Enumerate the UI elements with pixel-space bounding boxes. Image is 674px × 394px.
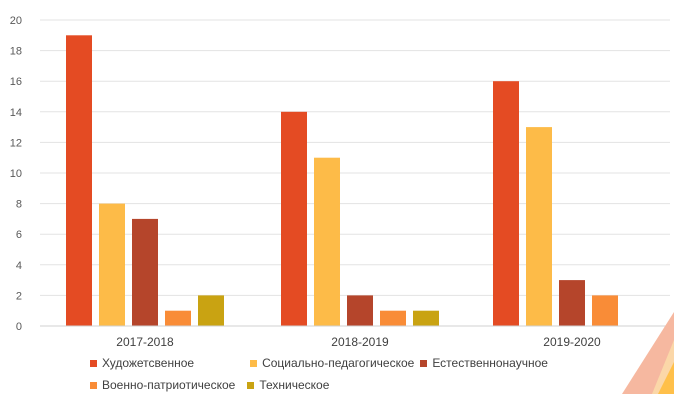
bar-2017-2018-series-2 <box>132 218 158 326</box>
y-tick-label: 18 <box>10 46 22 58</box>
legend-swatch <box>420 359 428 367</box>
bar-2017-2018-series-1 <box>99 203 125 326</box>
bars <box>66 35 618 327</box>
bar-2018-2019-series-1 <box>314 157 340 326</box>
bar-2017-2018-series-3 <box>165 310 191 326</box>
y-tick-label: 20 <box>10 15 22 27</box>
legend-swatch <box>247 381 255 389</box>
legend-item-estestvennonauchnoe: Естественнонаучное <box>420 356 548 370</box>
bar-2019-2020-series-2 <box>559 280 585 326</box>
legend-label: Военно-патриотическое <box>102 378 236 392</box>
x-category-label: 2019-2020 <box>543 335 601 349</box>
legend-item-socialno-pedagogicheskoe: Социально-педагогическое <box>250 356 414 370</box>
legend-label: Техническое <box>259 378 330 392</box>
legend-row-1: Художетсвенное Социально-педагогическое … <box>90 356 552 370</box>
legend-label: Художетсвенное <box>102 356 195 370</box>
legend-label: Социально-педагогическое <box>262 356 415 370</box>
x-category-label: 2018-2019 <box>331 335 389 349</box>
x-axis-labels: 2017-2018 2018-2019 2019-2020 <box>116 335 601 349</box>
legend-item-khudozhestvennoe: Художетсвенное <box>90 356 194 370</box>
legend-swatch <box>250 359 258 367</box>
y-tick-label: 8 <box>16 199 22 211</box>
y-tick-label: 14 <box>10 107 22 119</box>
bar-2018-2019-series-0 <box>281 111 307 326</box>
y-tick-label: 12 <box>10 137 22 149</box>
corner-decoration <box>622 312 674 394</box>
y-tick-label: 2 <box>16 290 22 302</box>
bar-2017-2018-series-0 <box>66 35 92 327</box>
legend-row-2: Военно-патриотическое Техническое <box>90 378 333 392</box>
x-category-label: 2017-2018 <box>116 335 174 349</box>
legend-swatch <box>90 381 97 389</box>
legend-item-voenno-patrioticheskoe: Военно-патриотическое <box>90 378 235 392</box>
y-tick-label: 10 <box>10 168 22 180</box>
bar-2019-2020-series-3 <box>592 295 618 326</box>
y-tick-label: 6 <box>16 229 22 241</box>
legend-swatch <box>90 359 97 367</box>
y-tick-label: 4 <box>16 260 22 272</box>
y-tick-label: 0 <box>16 321 22 333</box>
bar-2018-2019-series-3 <box>380 310 406 326</box>
bar-2019-2020-series-0 <box>493 81 519 326</box>
bar-2018-2019-series-2 <box>347 295 373 326</box>
bar-2017-2018-series-4 <box>198 295 224 326</box>
y-axis-ticks: 0 2 4 6 8 10 12 14 16 18 20 <box>10 15 22 333</box>
legend-item-tekhnicheskoe: Техническое <box>247 378 329 392</box>
y-tick-label: 16 <box>10 76 22 88</box>
bar-2019-2020-series-1 <box>526 127 552 326</box>
legend-label: Естественнонаучное <box>432 356 548 370</box>
bar-2018-2019-series-4 <box>413 310 439 326</box>
